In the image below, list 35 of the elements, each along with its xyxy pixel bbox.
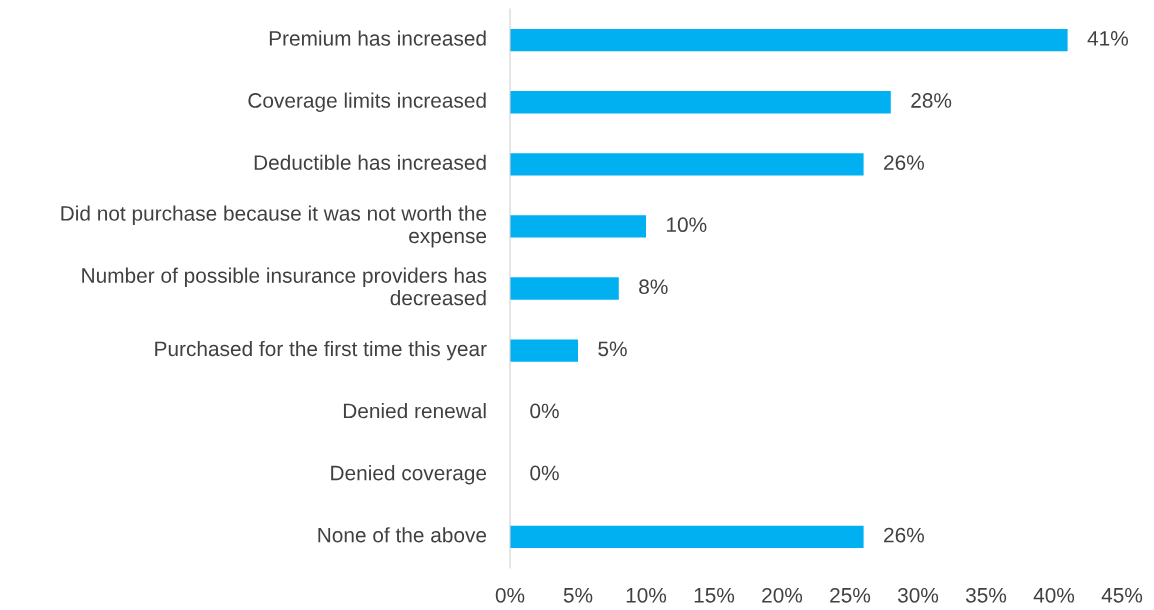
y-tick-label: Number of possible insurance providers has decreased [82,267,487,306]
data-label: 10% [667,217,707,233]
data-label: 28% [911,93,952,108]
y-tick-label: Denied renewal [343,402,486,419]
x-tick-label: 40% [1033,587,1075,603]
bar [510,215,646,238]
y-tick-label: Premium has increased [269,30,486,46]
y-tick-label: Deductible has increased [254,154,486,170]
y-tick-label: Denied coverage [331,465,487,485]
data-label: 5% [598,341,627,357]
x-tick-label: 15% [694,588,735,603]
x-tick-label: 10% [626,587,667,603]
data-label: 26% [884,155,924,170]
x-tick-label: 5% [563,588,593,603]
x-tick-label: 35% [965,587,1007,603]
y-tick-label: Did not purchase because it was not worth the expense [61,205,487,248]
bar [510,29,1068,52]
bar [510,339,578,362]
x-tick-label: 45% [1101,588,1143,603]
x-tick-label: 0% [495,587,525,603]
x-tick-label: 30% [897,587,939,603]
y-tick-label: None of the above [318,527,487,543]
x-tick-label: 25% [830,587,871,603]
y-tick-label: Coverage limits increased [248,92,486,112]
data-label: 0% [530,465,559,481]
x-tick-label: 20% [762,587,803,603]
data-label: 0% [530,403,559,419]
y-tick-label: Purchased for the first time this year [155,340,487,361]
bar [510,525,864,549]
bar [510,91,891,114]
data-label: 8% [639,279,668,295]
data-label: 26% [884,527,924,543]
data-label: 41% [1087,31,1128,46]
bar [510,277,619,300]
bar [510,153,864,176]
